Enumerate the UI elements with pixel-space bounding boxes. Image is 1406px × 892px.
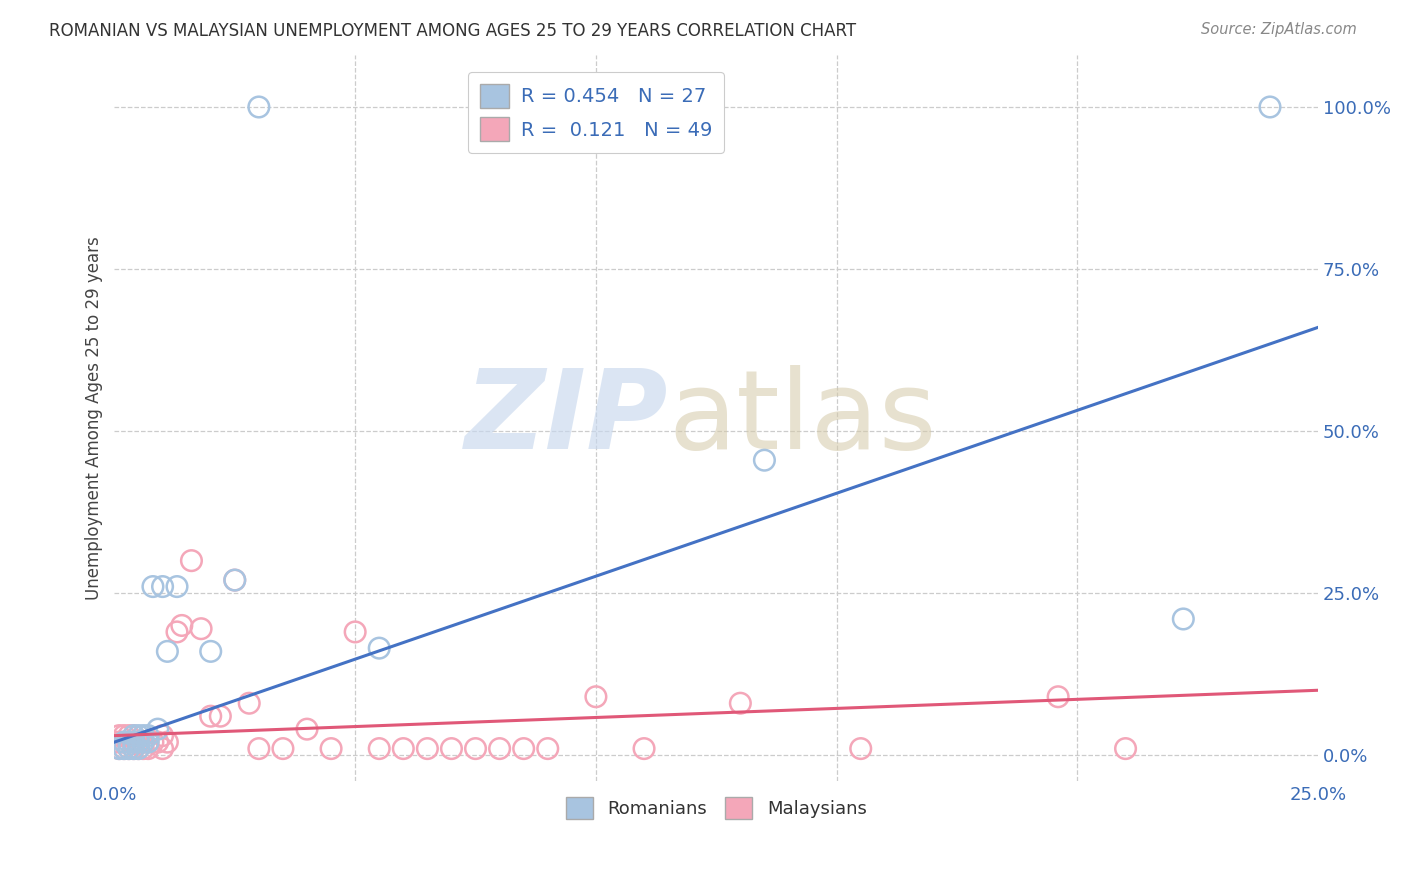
Point — [132, 729, 155, 743]
Point — [209, 709, 232, 723]
Point — [108, 741, 131, 756]
Point — [730, 696, 752, 710]
Point — [200, 709, 222, 723]
Point — [136, 741, 159, 756]
Point — [152, 580, 174, 594]
Point — [488, 741, 510, 756]
Point — [633, 741, 655, 756]
Point — [118, 741, 141, 756]
Point — [156, 735, 179, 749]
Point — [537, 741, 560, 756]
Point — [170, 618, 193, 632]
Point — [319, 741, 342, 756]
Point — [238, 696, 260, 710]
Point — [118, 735, 141, 749]
Point — [156, 644, 179, 658]
Point — [849, 741, 872, 756]
Point — [200, 644, 222, 658]
Point — [112, 741, 135, 756]
Point — [136, 735, 159, 749]
Point — [142, 580, 165, 594]
Point — [368, 741, 391, 756]
Text: ZIP: ZIP — [464, 365, 668, 472]
Point — [136, 735, 159, 749]
Point — [122, 729, 145, 743]
Point — [146, 735, 169, 749]
Point — [118, 741, 141, 756]
Point — [247, 100, 270, 114]
Point — [108, 741, 131, 756]
Point — [1047, 690, 1070, 704]
Point — [152, 741, 174, 756]
Point — [180, 554, 202, 568]
Point — [132, 735, 155, 749]
Point — [166, 624, 188, 639]
Y-axis label: Unemployment Among Ages 25 to 29 years: Unemployment Among Ages 25 to 29 years — [86, 236, 103, 600]
Text: atlas: atlas — [668, 365, 936, 472]
Point — [122, 735, 145, 749]
Point — [127, 741, 149, 756]
Text: ROMANIAN VS MALAYSIAN UNEMPLOYMENT AMONG AGES 25 TO 29 YEARS CORRELATION CHART: ROMANIAN VS MALAYSIAN UNEMPLOYMENT AMONG… — [49, 22, 856, 40]
Point — [112, 735, 135, 749]
Point — [146, 722, 169, 736]
Point — [224, 573, 246, 587]
Point — [122, 729, 145, 743]
Point — [112, 741, 135, 756]
Point — [224, 573, 246, 587]
Point — [127, 729, 149, 743]
Point — [271, 741, 294, 756]
Point — [132, 741, 155, 756]
Point — [1173, 612, 1195, 626]
Point — [464, 741, 486, 756]
Point — [247, 741, 270, 756]
Point — [368, 641, 391, 656]
Point — [108, 729, 131, 743]
Text: Source: ZipAtlas.com: Source: ZipAtlas.com — [1201, 22, 1357, 37]
Point — [112, 735, 135, 749]
Point — [190, 622, 212, 636]
Point — [142, 735, 165, 749]
Point — [754, 453, 776, 467]
Point — [344, 624, 367, 639]
Point — [136, 729, 159, 743]
Point — [1258, 100, 1281, 114]
Point — [108, 735, 131, 749]
Point — [512, 741, 534, 756]
Point — [127, 741, 149, 756]
Point — [392, 741, 415, 756]
Point — [122, 741, 145, 756]
Point — [166, 580, 188, 594]
Point — [152, 729, 174, 743]
Point — [112, 729, 135, 743]
Point — [416, 741, 439, 756]
Point — [127, 735, 149, 749]
Point — [122, 735, 145, 749]
Point — [585, 690, 607, 704]
Point — [118, 729, 141, 743]
Point — [122, 741, 145, 756]
Legend: Romanians, Malaysians: Romanians, Malaysians — [558, 790, 875, 826]
Point — [132, 735, 155, 749]
Point — [295, 722, 318, 736]
Point — [127, 735, 149, 749]
Point — [440, 741, 463, 756]
Point — [1115, 741, 1137, 756]
